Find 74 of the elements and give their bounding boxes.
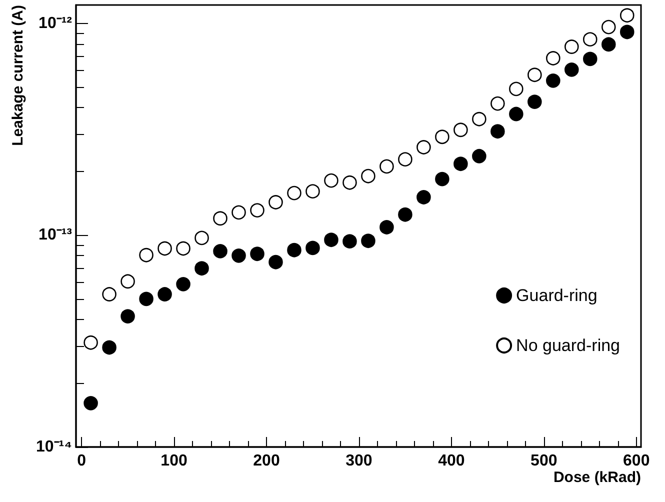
point: [528, 68, 542, 82]
x-tick-label: 300: [346, 452, 372, 470]
y-axis-title: Leakage current (A): [10, 4, 26, 146]
legend-label: Guard-ring: [516, 286, 598, 305]
point: [306, 240, 320, 256]
point: [564, 40, 579, 54]
point: [268, 254, 283, 270]
point: [120, 274, 135, 289]
point: [102, 287, 116, 302]
point: [454, 122, 468, 138]
point: [398, 207, 412, 222]
point: [509, 106, 524, 122]
point: [602, 37, 616, 52]
point: [213, 244, 228, 258]
point: [213, 211, 228, 226]
point: [472, 149, 486, 164]
point: [361, 234, 376, 248]
x-axis-title: Dose (kRad): [553, 469, 641, 486]
point: [194, 261, 209, 276]
y-tick-label: 10⁻¹⁴: [36, 438, 72, 456]
x-tick-label: 200: [253, 452, 280, 470]
point: [435, 172, 450, 186]
point: [509, 82, 524, 96]
y-tick-label: 10⁻¹²: [38, 14, 72, 32]
point: [250, 203, 264, 218]
point: [620, 24, 634, 40]
x-tick-label: 400: [438, 452, 465, 470]
point: [380, 159, 394, 174]
point: [583, 32, 598, 46]
point: [287, 242, 302, 258]
point: [454, 156, 468, 172]
point: [324, 173, 338, 188]
x-tick-label: 100: [160, 452, 188, 470]
point: [398, 152, 412, 166]
point: [416, 190, 431, 204]
point: [158, 241, 172, 256]
point: [232, 248, 246, 263]
point: [342, 234, 357, 248]
point: [564, 62, 579, 77]
point: [268, 195, 283, 210]
point: [232, 205, 246, 220]
point: [306, 184, 320, 198]
point: [528, 94, 542, 109]
legend-label: No guard-ring: [516, 336, 620, 355]
point: [84, 335, 98, 350]
point: [583, 52, 598, 66]
point: [620, 8, 634, 23]
point: [176, 241, 190, 256]
point: [102, 340, 116, 355]
point: [287, 186, 302, 200]
point: [490, 96, 505, 111]
point: [361, 168, 376, 184]
point: [380, 220, 394, 234]
point: [194, 230, 209, 246]
point: [546, 74, 560, 88]
x-tick-label: 500: [530, 452, 558, 470]
point: [602, 20, 616, 34]
point: [139, 248, 154, 262]
point: [250, 246, 264, 262]
point: [120, 309, 135, 324]
point: [472, 112, 486, 126]
y-tick-label: 10⁻¹³: [38, 226, 72, 244]
point: [84, 396, 98, 410]
point: [176, 277, 190, 292]
x-tick-label: 0: [77, 452, 86, 470]
point: [139, 292, 154, 306]
point: [490, 124, 505, 138]
point: [546, 51, 560, 66]
x-tick-label: 600: [623, 452, 650, 470]
point: [342, 175, 357, 190]
point: [158, 287, 172, 302]
point: [416, 140, 431, 154]
point: [324, 232, 338, 248]
point: [435, 130, 450, 144]
